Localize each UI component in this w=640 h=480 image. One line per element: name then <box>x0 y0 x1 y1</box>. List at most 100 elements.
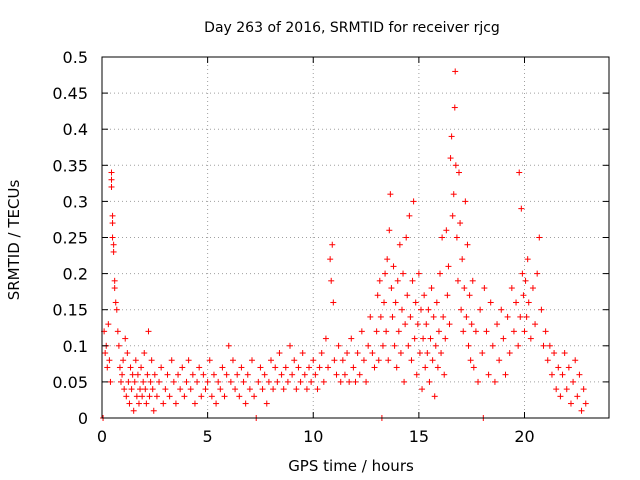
data-point <box>388 285 395 292</box>
data-point <box>131 378 138 385</box>
data-point <box>557 393 564 400</box>
data-point <box>510 328 517 335</box>
data-point <box>574 393 581 400</box>
data-point <box>396 241 403 248</box>
data-point <box>229 357 236 364</box>
data-point <box>327 256 334 263</box>
data-point <box>270 386 277 393</box>
data-point <box>383 328 390 335</box>
data-point <box>459 256 466 263</box>
data-point <box>335 342 342 349</box>
data-point <box>428 285 435 292</box>
data-point <box>580 386 587 393</box>
data-point <box>251 393 258 400</box>
data-point <box>109 212 116 219</box>
data-point <box>181 393 188 400</box>
data-point <box>518 205 525 212</box>
data-point <box>445 263 452 270</box>
data-point <box>134 371 141 378</box>
data-point <box>456 169 463 176</box>
data-point <box>419 386 426 393</box>
data-point <box>132 357 139 364</box>
data-point <box>524 256 531 263</box>
data-point <box>448 133 455 140</box>
data-point <box>572 357 579 364</box>
data-point <box>450 191 457 198</box>
data-point <box>387 191 394 198</box>
data-point <box>177 386 184 393</box>
data-point <box>133 393 140 400</box>
data-point <box>412 299 419 306</box>
y-tick-label: 0.35 <box>52 156 88 175</box>
x-tick-label: 10 <box>303 427 323 446</box>
data-point <box>354 350 361 357</box>
data-point <box>284 378 291 385</box>
data-point <box>333 371 340 378</box>
data-point <box>489 342 496 349</box>
data-point <box>352 378 359 385</box>
axis-ticks: 0 0.05 0.1 0.15 0.2 0.25 0.3 0.35 0.4 0.45 0.5 0 5 10… <box>52 48 609 446</box>
data-point <box>299 350 306 357</box>
data-point <box>240 378 247 385</box>
data-point <box>542 328 549 335</box>
data-point <box>289 371 296 378</box>
data-point <box>494 321 501 328</box>
data-point <box>148 357 155 364</box>
data-point <box>451 104 458 111</box>
data-point <box>485 371 492 378</box>
data-point <box>280 386 287 393</box>
data-point <box>310 357 317 364</box>
data-point <box>112 299 119 306</box>
data-point <box>414 321 421 328</box>
data-point <box>164 371 171 378</box>
data-point <box>379 342 386 349</box>
y-tick-label: 0.25 <box>52 229 88 248</box>
data-point <box>393 364 400 371</box>
data-point <box>135 400 142 407</box>
data-point <box>308 378 315 385</box>
data-point <box>462 198 469 205</box>
data-point <box>108 183 115 190</box>
data-point <box>108 176 115 183</box>
data-point <box>123 393 130 400</box>
data-point <box>200 371 207 378</box>
data-point <box>329 241 336 248</box>
data-point <box>162 386 169 393</box>
data-point <box>175 371 182 378</box>
data-point <box>156 378 163 385</box>
data-point <box>297 378 304 385</box>
data-point <box>318 350 325 357</box>
y-axis-title: SRMTID / TECUs <box>5 180 23 301</box>
data-point <box>377 313 384 320</box>
data-point <box>125 378 132 385</box>
data-point <box>491 378 498 385</box>
data-point <box>118 378 125 385</box>
y-tick-label: 0.4 <box>63 120 88 139</box>
data-point <box>369 350 376 357</box>
data-point <box>401 378 408 385</box>
data-point <box>384 256 391 263</box>
data-point <box>513 299 520 306</box>
data-point <box>425 306 432 313</box>
data-point <box>415 270 422 277</box>
data-point <box>106 357 113 364</box>
data-point <box>546 342 553 349</box>
data-point <box>392 299 399 306</box>
data-point <box>404 292 411 299</box>
data-point <box>538 306 545 313</box>
data-point <box>185 357 192 364</box>
data-point <box>467 357 474 364</box>
data-point <box>331 357 338 364</box>
data-point <box>416 350 423 357</box>
data-point <box>276 350 283 357</box>
data-point <box>109 220 116 227</box>
data-point <box>453 234 460 241</box>
data-point <box>458 306 465 313</box>
data-point <box>508 285 515 292</box>
data-point <box>391 342 398 349</box>
data-point <box>109 234 116 241</box>
data-point <box>139 393 146 400</box>
data-point <box>506 350 513 357</box>
data-point <box>534 270 541 277</box>
